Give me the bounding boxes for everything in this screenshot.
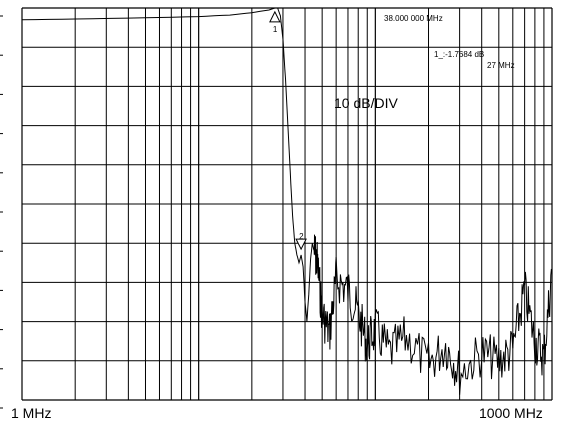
trace-line — [21, 7, 553, 395]
x-start-label: 1 MHz — [11, 405, 52, 421]
markers: 12 — [269, 10, 307, 251]
scale-label: 10 dB/DIV — [334, 95, 398, 111]
marker-number: 1 — [273, 25, 278, 34]
grid — [0, 7, 553, 409]
marker-frequency-readout: 38.000 000 MHz — [384, 14, 443, 23]
marker-freq-readout: 27 MHz — [487, 61, 515, 70]
x-stop-label: 1000 MHz — [479, 405, 543, 421]
marker-level-readout: 1_:-1.7684 dB — [434, 50, 485, 59]
marker-triangle — [269, 10, 281, 23]
marker-triangle — [295, 238, 307, 251]
marker-number: 2 — [299, 232, 304, 241]
